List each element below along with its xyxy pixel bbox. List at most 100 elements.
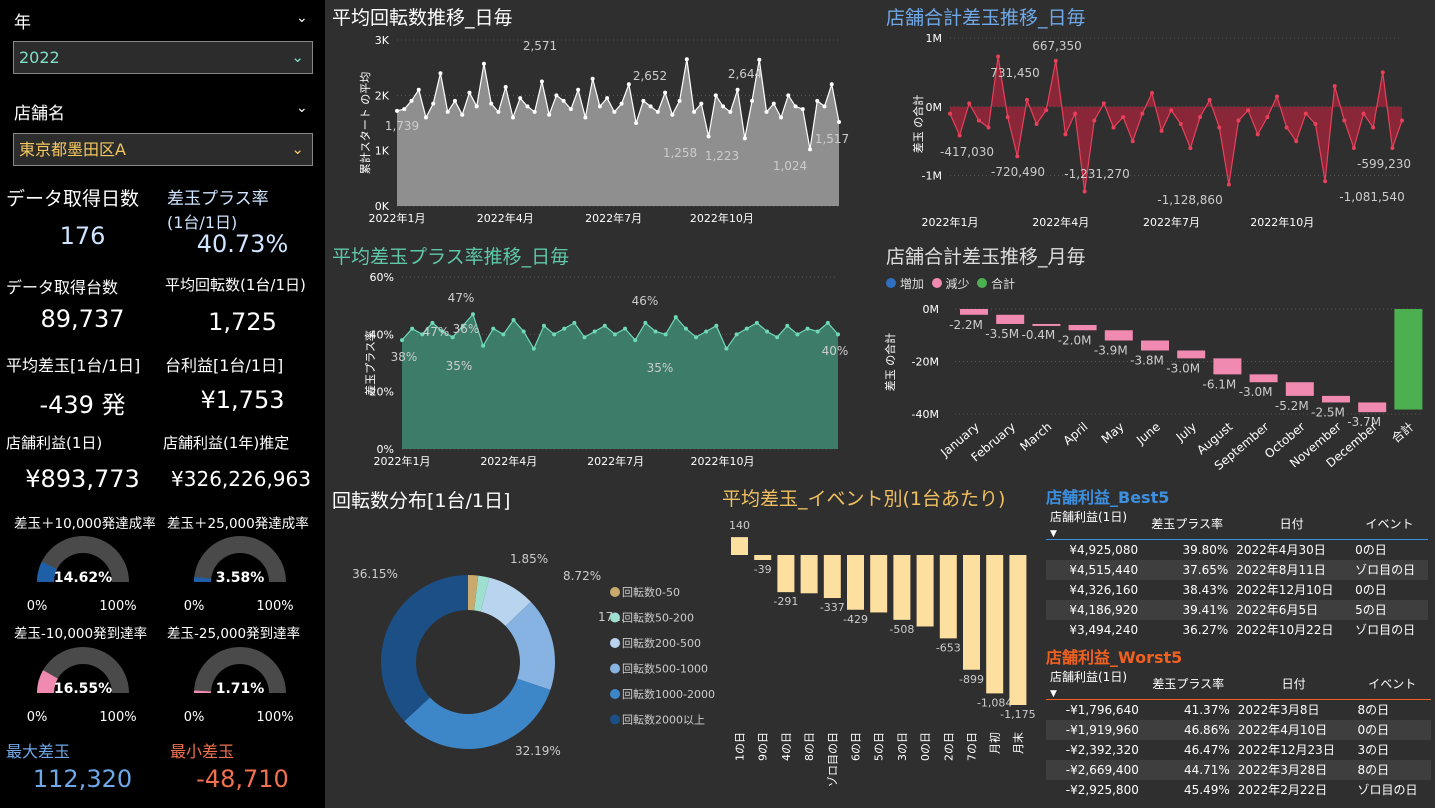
data-point: [525, 104, 530, 109]
column-header[interactable]: 日付: [1281, 677, 1306, 691]
table-row[interactable]: -¥1,796,640 41.37% 2022年3月8日 8の日: [1046, 700, 1431, 720]
gauge-min: 0%: [27, 710, 48, 725]
table-cell: 39.80%: [1182, 542, 1229, 557]
store-dropdown[interactable]: 東京都墨田区A ⌄: [13, 133, 313, 166]
table-cell: ¥3,494,240: [1069, 622, 1139, 637]
data-point: [1015, 154, 1020, 159]
column-header[interactable]: 店舗利益(1日) ▼: [1050, 510, 1127, 539]
table-row[interactable]: ¥4,925,080 39.80% 2022年4月30日 0の日: [1046, 540, 1428, 560]
avg-spins-label: 平均回転数(1台/1日): [165, 276, 306, 294]
year-dropdown[interactable]: 2022 ⌄: [13, 41, 313, 74]
data-point: [785, 323, 790, 328]
y-tick-label: 0K: [375, 200, 390, 213]
data-label: -1,081,540: [1339, 190, 1404, 204]
series-line: [949, 56, 1403, 192]
chevron-down-icon: ⌄: [291, 140, 304, 158]
data-point: [704, 329, 709, 334]
x-tick-label: 2022年7月: [1143, 215, 1200, 229]
gauge-max: 100%: [256, 599, 293, 614]
x-tick-label: 2022年10月: [690, 454, 754, 468]
data-point: [663, 90, 668, 95]
data-point: [496, 109, 501, 114]
x-tick-label: 6の日: [850, 732, 863, 761]
profit-per-value: ¥1,753: [200, 386, 285, 414]
data-point: [1121, 115, 1126, 120]
chevron-down-icon[interactable]: ⌄: [296, 100, 308, 116]
column-header[interactable]: 差玉プラス率: [1151, 517, 1224, 531]
column-header[interactable]: 日付: [1279, 517, 1304, 531]
chevron-down-icon[interactable]: ⌄: [296, 10, 308, 26]
data-point: [996, 54, 1001, 59]
data-label: 46%: [632, 294, 659, 308]
data-point: [590, 76, 595, 81]
table-row[interactable]: ¥4,515,440 37.65% 2022年8月11日 ゾロ目の日: [1046, 559, 1428, 580]
data-label: -2.2M: [949, 318, 983, 332]
data-point: [800, 107, 805, 112]
data-label: -3.5M: [985, 327, 1019, 341]
data-point: [511, 318, 516, 322]
data-point: [400, 338, 404, 343]
data-point: [815, 98, 820, 103]
table-cell: 39.41%: [1182, 602, 1229, 617]
table-row[interactable]: ¥4,326,160 38.43% 2022年12月10日 0の日: [1046, 580, 1428, 600]
x-tick-label: 2022年4月: [480, 454, 537, 468]
x-tick-label: 2022年1月: [374, 454, 431, 468]
legend-decrease: 減少: [945, 277, 970, 291]
data-point: [626, 82, 631, 87]
worst5-title: 店舗利益_Worst5: [1046, 648, 1183, 667]
min-diff-label: 最小差玉: [170, 742, 235, 761]
data-point: [423, 115, 428, 120]
data-label: -337: [820, 601, 845, 614]
table-row[interactable]: ¥4,186,920 39.41% 2022年6月5日 5の日: [1046, 599, 1428, 620]
table-cell: 2022年3月8日: [1237, 703, 1320, 718]
data-point: [395, 108, 399, 113]
column-header[interactable]: 差玉プラス率: [1152, 677, 1225, 691]
data-label: 47%: [423, 325, 450, 339]
waterfall-bar: [960, 309, 988, 315]
data-label: 731,450: [990, 66, 1040, 80]
table-row[interactable]: ¥3,494,240 36.27% 2022年10月22日 ゾロ目の日: [1046, 620, 1428, 640]
legend-marker: [610, 714, 620, 725]
column-header[interactable]: イベント: [1368, 677, 1417, 691]
min-diff-value: -48,710: [196, 765, 289, 793]
data-label: 2,644: [728, 67, 762, 81]
table-cell: 2022年8月11日: [1236, 563, 1326, 577]
data-point: [1063, 132, 1068, 137]
data-point: [452, 98, 457, 103]
data-label: 1,517: [815, 132, 849, 146]
data-point: [805, 326, 810, 331]
data-label: 36%: [453, 322, 480, 336]
table-cell: 2022年2月22日: [1237, 783, 1328, 797]
legend-marker: [610, 638, 620, 648]
column-header[interactable]: イベント: [1365, 517, 1414, 531]
data-point: [1390, 146, 1395, 151]
data-point: [1371, 125, 1376, 130]
table-row[interactable]: -¥2,392,320 46.47% 2022年12月23日 3の日: [1046, 740, 1431, 760]
max-diff-value: 112,320: [32, 765, 133, 793]
data-point: [1034, 122, 1039, 126]
table-row[interactable]: -¥2,925,800 45.49% 2022年2月22日 ゾロ目の日: [1046, 780, 1431, 800]
table-cell: 46.47%: [1183, 742, 1230, 757]
gauge-fill: [37, 670, 58, 693]
table-cell: 2022年4月30日: [1236, 543, 1326, 558]
data-point: [670, 112, 675, 117]
chevron-down-icon: ⌄: [291, 48, 304, 66]
gauge-value: 16.55%: [54, 681, 112, 697]
data-label: 8.72%: [563, 569, 601, 583]
x-tick-label: 月末: [1011, 732, 1025, 754]
data-point: [539, 79, 544, 84]
column-header[interactable]: 店舗利益(1日) ▼: [1050, 670, 1127, 699]
data-point: [619, 101, 624, 106]
gauge-title: 差玉＋25,000発達成率: [167, 515, 309, 532]
data-point: [684, 57, 689, 62]
table-cell: 2022年6月5日: [1236, 603, 1319, 617]
data-point: [653, 329, 658, 334]
event-bar: [800, 555, 818, 594]
data-point: [562, 326, 567, 331]
table-row[interactable]: -¥2,669,400 44.71% 2022年3月28日 8の日: [1046, 759, 1431, 780]
table-cell: 2022年3月28日: [1237, 763, 1328, 777]
table-row[interactable]: -¥1,919,960 46.86% 2022年4月10日 0の日: [1046, 719, 1431, 740]
y-tick-label: -1M: [922, 170, 942, 183]
data-point: [1236, 118, 1241, 123]
data-label: -899: [959, 673, 984, 686]
